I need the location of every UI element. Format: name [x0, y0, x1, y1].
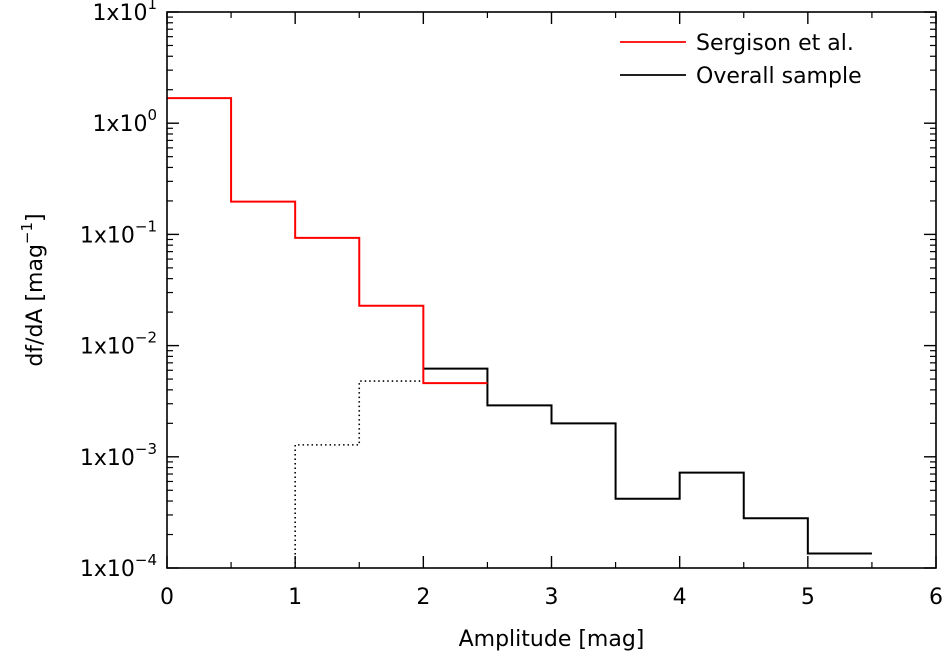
- y-tick-label: 1x100: [92, 106, 157, 137]
- series-overall-sample: [423, 367, 872, 555]
- x-axis: 0 1 2 3 4 5 6: [160, 12, 943, 610]
- series-dotted-histogram: [294, 380, 424, 568]
- y-tick-label: 1x10−2: [80, 329, 157, 360]
- x-tick-label: 3: [545, 585, 559, 610]
- plot-area: [167, 97, 872, 568]
- y-tick-label: 1x101: [92, 0, 157, 26]
- x-tick-label: 2: [416, 585, 430, 610]
- y-axis-label-main: df/dA [mag: [23, 244, 48, 367]
- y-tick-label: 1x10−1: [80, 217, 157, 248]
- series-sergison-et-al: [167, 97, 488, 385]
- y-tick-label: 1x10−4: [80, 551, 157, 582]
- x-tick-label: 0: [160, 585, 174, 610]
- y-axis: 1x10−4 1x10−3 1x10−2 1x10−1 1x100 1x101: [80, 0, 936, 582]
- y-axis-label: df/dA [mag−1]: [18, 213, 48, 366]
- x-tick-label: 5: [801, 585, 815, 610]
- x-tick-label: 6: [929, 585, 943, 610]
- x-tick-label: 4: [673, 585, 687, 610]
- x-tick-label: 1: [288, 585, 302, 610]
- legend: Sergison et al. Overall sample: [620, 31, 862, 89]
- plot-frame: [166, 11, 937, 569]
- legend-label: Sergison et al.: [696, 31, 854, 56]
- x-axis-label: Amplitude [mag]: [459, 627, 645, 652]
- y-tick-label: 1x10−3: [80, 440, 157, 471]
- legend-label: Overall sample: [696, 64, 862, 89]
